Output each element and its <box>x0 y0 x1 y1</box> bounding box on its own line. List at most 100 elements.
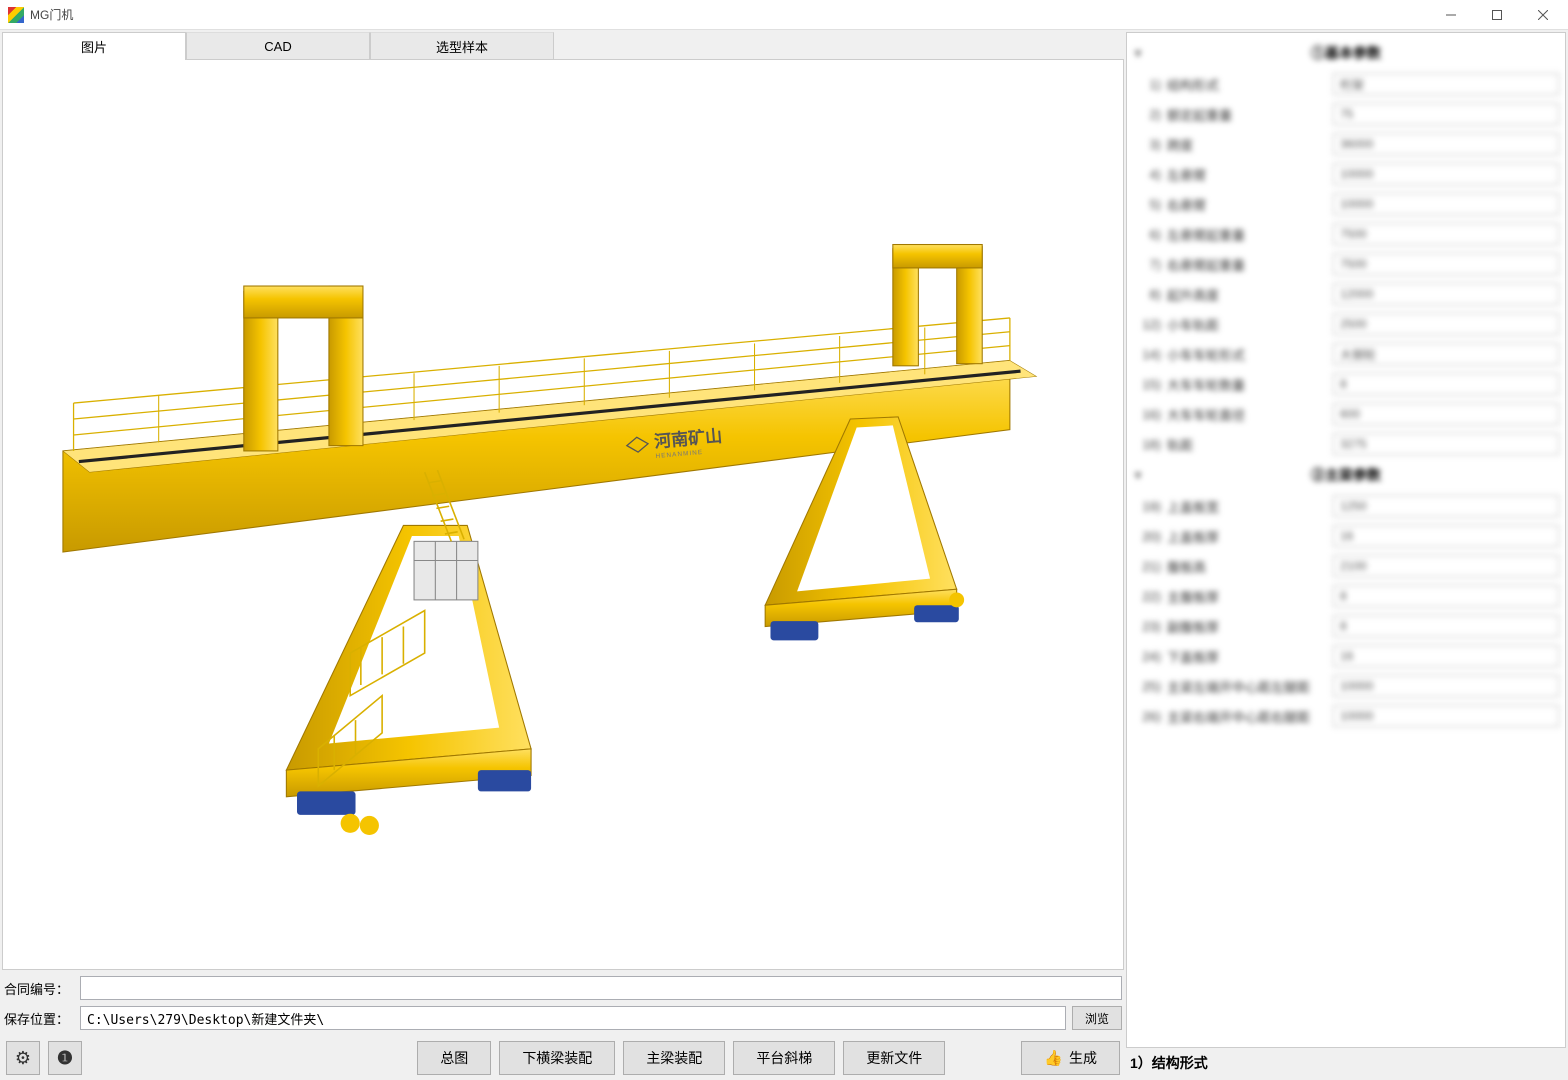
param-index: 1) <box>1133 77 1161 92</box>
param-label: 轨距 <box>1167 435 1327 454</box>
param-index: 19) <box>1133 499 1161 514</box>
param-row: 26) 主梁右端开中心距右腿距 <box>1133 701 1559 731</box>
section-basic-title: ①基本参数 <box>1311 43 1381 63</box>
param-label: 小车车轮形式 <box>1167 345 1327 364</box>
param-label: 腹板高 <box>1167 557 1327 576</box>
platform-button[interactable]: 平台斜梯 <box>733 1041 835 1075</box>
contract-input[interactable] <box>80 976 1122 1000</box>
info-button[interactable]: ❶ <box>48 1041 82 1075</box>
param-row: 5) 右悬臂 <box>1133 189 1559 219</box>
param-input[interactable] <box>1333 373 1559 395</box>
titlebar: MG门机 <box>0 0 1568 30</box>
param-input[interactable] <box>1333 223 1559 245</box>
param-row: 15)大车车轮数量 <box>1133 369 1559 399</box>
mainbeam-button[interactable]: 主梁装配 <box>623 1041 725 1075</box>
param-input[interactable] <box>1333 615 1559 637</box>
param-label: 结构形式 <box>1167 75 1327 94</box>
param-label: 上盖板宽 <box>1167 497 1327 516</box>
param-index: 2) <box>1133 107 1161 122</box>
param-index: 3) <box>1133 137 1161 152</box>
generate-button[interactable]: 👍生成 <box>1021 1041 1120 1075</box>
bottom-toolbar: ⚙ ❶ 总图 下横梁装配 主梁装配 平台斜梯 更新文件 👍生成 <box>2 1038 1124 1078</box>
param-index: 24) <box>1133 649 1161 664</box>
update-button[interactable]: 更新文件 <box>843 1041 945 1075</box>
section-beam-header[interactable]: ▾ ②主梁参数 <box>1133 459 1559 491</box>
tab-sample[interactable]: 选型样本 <box>370 32 554 60</box>
param-input[interactable] <box>1333 495 1559 517</box>
param-index: 18) <box>1133 437 1161 452</box>
param-row: 4)左悬臂 <box>1133 159 1559 189</box>
param-label: 小车轨距 <box>1167 315 1327 334</box>
parameter-panel[interactable]: ▾ ①基本参数 1) 结构形式 2) 额定起重量 3) 跨度 4)左悬臂 5) 右悬臂 6) 左悬臂… <box>1126 32 1566 1048</box>
param-row: 20)上盖板厚 <box>1133 521 1559 551</box>
param-label: 主梁左端开中心距左腿距 <box>1167 677 1327 696</box>
param-input[interactable] <box>1333 555 1559 577</box>
param-index: 26) <box>1133 709 1161 724</box>
param-label: 起升高度 <box>1167 285 1327 304</box>
settings-button[interactable]: ⚙ <box>6 1041 40 1075</box>
param-row: 7) 右悬臂起重量 <box>1133 249 1559 279</box>
crane-illustration: 河南矿山 HENANMINE <box>31 83 1095 947</box>
param-row: 22)主腹板厚 <box>1133 581 1559 611</box>
param-index: 12) <box>1133 317 1161 332</box>
param-row: 25)主梁左端开中心距左腿距 <box>1133 671 1559 701</box>
param-label: 右悬臂 <box>1167 195 1327 214</box>
tab-cad[interactable]: CAD <box>186 32 370 60</box>
param-input[interactable] <box>1333 705 1559 727</box>
param-index: 5) <box>1133 197 1161 212</box>
param-index: 8) <box>1133 287 1161 302</box>
save-label: 保存位置： <box>4 1009 74 1028</box>
param-label: 下盖板厚 <box>1167 647 1327 666</box>
param-input[interactable] <box>1333 163 1559 185</box>
param-row: 3) 跨度 <box>1133 129 1559 159</box>
param-input[interactable] <box>1333 193 1559 215</box>
param-input[interactable] <box>1333 585 1559 607</box>
section-beam-title: ②主梁参数 <box>1311 465 1381 485</box>
minimize-button[interactable] <box>1428 0 1474 30</box>
param-input[interactable] <box>1333 343 1559 365</box>
param-input[interactable] <box>1333 253 1559 275</box>
param-index: 7) <box>1133 257 1161 272</box>
tab-strip: 图片 CAD 选型样本 <box>2 32 1124 60</box>
section-basic-header[interactable]: ▾ ①基本参数 <box>1133 37 1559 69</box>
generate-label: 生成 <box>1069 1048 1097 1068</box>
param-row: 19) 上盖板宽 <box>1133 491 1559 521</box>
param-label: 左悬臂起重量 <box>1167 225 1327 244</box>
param-footer-text: 1）结构形式 <box>1130 1053 1208 1073</box>
param-input[interactable] <box>1333 73 1559 95</box>
browse-button[interactable]: 浏览 <box>1072 1006 1122 1030</box>
param-index: 4) <box>1133 167 1161 182</box>
param-row: 16)大车车轮直径 <box>1133 399 1559 429</box>
param-input[interactable] <box>1333 433 1559 455</box>
maximize-button[interactable] <box>1474 0 1520 30</box>
param-index: 6) <box>1133 227 1161 242</box>
param-input[interactable] <box>1333 313 1559 335</box>
close-button[interactable] <box>1520 0 1566 30</box>
save-path-input[interactable] <box>80 1006 1066 1030</box>
overview-button[interactable]: 总图 <box>417 1041 491 1075</box>
param-input[interactable] <box>1333 525 1559 547</box>
tab-image[interactable]: 图片 <box>2 32 186 60</box>
param-row: 1) 结构形式 <box>1133 69 1559 99</box>
param-row: 12) 小车轨距 <box>1133 309 1559 339</box>
param-label: 跨度 <box>1167 135 1327 154</box>
param-label: 右悬臂起重量 <box>1167 255 1327 274</box>
param-label: 主梁右端开中心距右腿距 <box>1167 707 1327 726</box>
param-input[interactable] <box>1333 645 1559 667</box>
param-row: 14)小车车轮形式 <box>1133 339 1559 369</box>
param-input[interactable] <box>1333 403 1559 425</box>
param-input[interactable] <box>1333 103 1559 125</box>
param-label: 主腹板厚 <box>1167 587 1327 606</box>
gear-icon: ⚙ <box>15 1048 31 1069</box>
chevron-down-icon: ▾ <box>1135 468 1141 482</box>
param-label: 大车车轮直径 <box>1167 405 1327 424</box>
info-icon: ❶ <box>57 1048 73 1069</box>
crossbeam-button[interactable]: 下横梁装配 <box>499 1041 615 1075</box>
param-label: 上盖板厚 <box>1167 527 1327 546</box>
param-input[interactable] <box>1333 675 1559 697</box>
param-input[interactable] <box>1333 283 1559 305</box>
param-label: 副腹板厚 <box>1167 617 1327 636</box>
param-input[interactable] <box>1333 133 1559 155</box>
param-row: 21)腹板高 <box>1133 551 1559 581</box>
param-label: 额定起重量 <box>1167 105 1327 124</box>
